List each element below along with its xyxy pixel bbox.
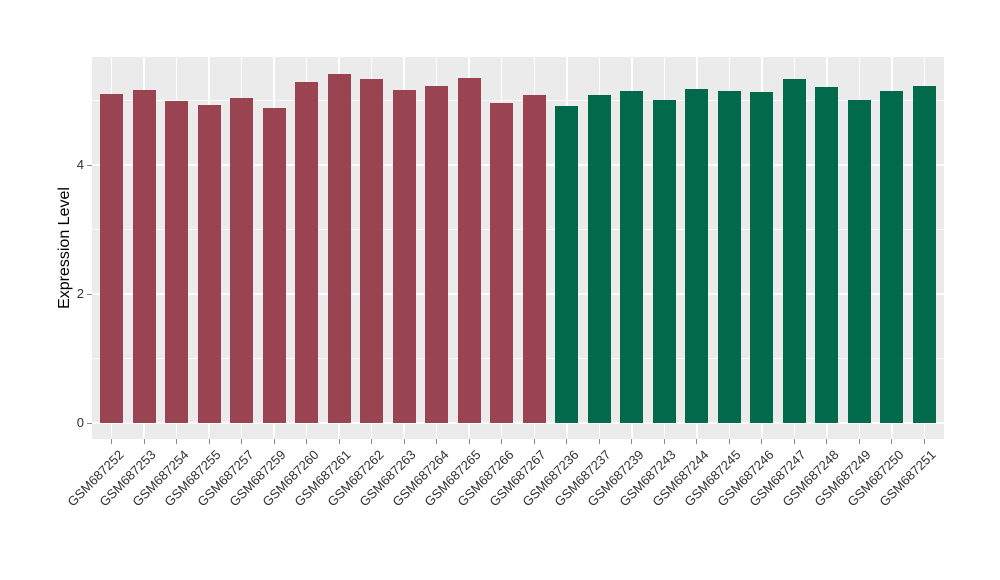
bar-GSM687264 xyxy=(425,86,449,423)
bar-GSM687259 xyxy=(262,107,286,423)
x-tick-mark xyxy=(858,439,860,444)
x-tick-mark xyxy=(176,439,178,444)
h-gridline-minor xyxy=(92,100,944,101)
bar-GSM687261 xyxy=(327,74,351,423)
x-tick-mark xyxy=(793,439,795,444)
x-tick-mark xyxy=(566,439,568,444)
bar-GSM687251 xyxy=(912,86,936,423)
y-tick-mark xyxy=(87,293,92,295)
bar-GSM687257 xyxy=(230,97,254,423)
y-tick-label: 4 xyxy=(76,157,84,172)
y-tick-mark xyxy=(87,422,92,424)
h-gridline-minor xyxy=(92,229,944,230)
bar-GSM687265 xyxy=(457,77,481,423)
x-tick-mark xyxy=(403,439,405,444)
x-tick-mark xyxy=(761,439,763,444)
bar-GSM687250 xyxy=(880,91,904,423)
x-tick-mark xyxy=(338,439,340,444)
bar-GSM687237 xyxy=(587,94,611,423)
bar-GSM687236 xyxy=(555,106,579,423)
bar-GSM687245 xyxy=(717,90,741,423)
bar-GSM687247 xyxy=(782,79,806,423)
bar-GSM687260 xyxy=(295,82,319,423)
x-tick-mark xyxy=(696,439,698,444)
x-tick-mark xyxy=(143,439,145,444)
plot-panel xyxy=(92,57,944,439)
bar-GSM687239 xyxy=(620,90,644,423)
x-tick-mark xyxy=(208,439,210,444)
y-tick-label: 0 xyxy=(76,415,84,430)
x-tick-mark xyxy=(826,439,828,444)
x-tick-mark xyxy=(306,439,308,444)
bar-GSM687255 xyxy=(197,105,221,423)
x-tick-mark xyxy=(663,439,665,444)
bar-GSM687248 xyxy=(815,86,839,423)
bar-GSM687267 xyxy=(522,94,546,423)
x-tick-mark xyxy=(598,439,600,444)
x-tick-mark xyxy=(273,439,275,444)
bar-GSM687249 xyxy=(847,99,871,423)
x-tick-mark xyxy=(891,439,893,444)
y-tick-mark xyxy=(87,164,92,166)
x-tick-mark xyxy=(631,439,633,444)
x-tick-mark xyxy=(468,439,470,444)
bar-GSM687262 xyxy=(360,79,384,423)
bar-GSM687253 xyxy=(132,89,156,423)
x-tick-mark xyxy=(111,439,112,444)
y-tick-label: 2 xyxy=(76,286,84,301)
h-gridline-major xyxy=(92,422,944,424)
h-gridline-major xyxy=(92,164,944,166)
x-tick-mark xyxy=(533,439,535,444)
bar-GSM687254 xyxy=(165,101,189,423)
x-tick-mark xyxy=(371,439,373,444)
h-gridline-minor xyxy=(92,358,944,359)
bar-GSM687243 xyxy=(652,99,676,423)
bar-GSM687263 xyxy=(392,90,416,423)
x-tick-mark xyxy=(241,439,243,444)
x-tick-mark xyxy=(923,439,925,444)
x-tick-mark xyxy=(501,439,503,444)
x-tick-mark xyxy=(436,439,438,444)
bar-GSM687246 xyxy=(750,92,774,423)
bar-GSM687266 xyxy=(490,103,514,423)
bar-GSM687244 xyxy=(685,88,709,423)
x-tick-mark xyxy=(728,439,730,444)
bar-GSM687252 xyxy=(100,94,123,423)
h-gridline-major xyxy=(92,293,944,295)
